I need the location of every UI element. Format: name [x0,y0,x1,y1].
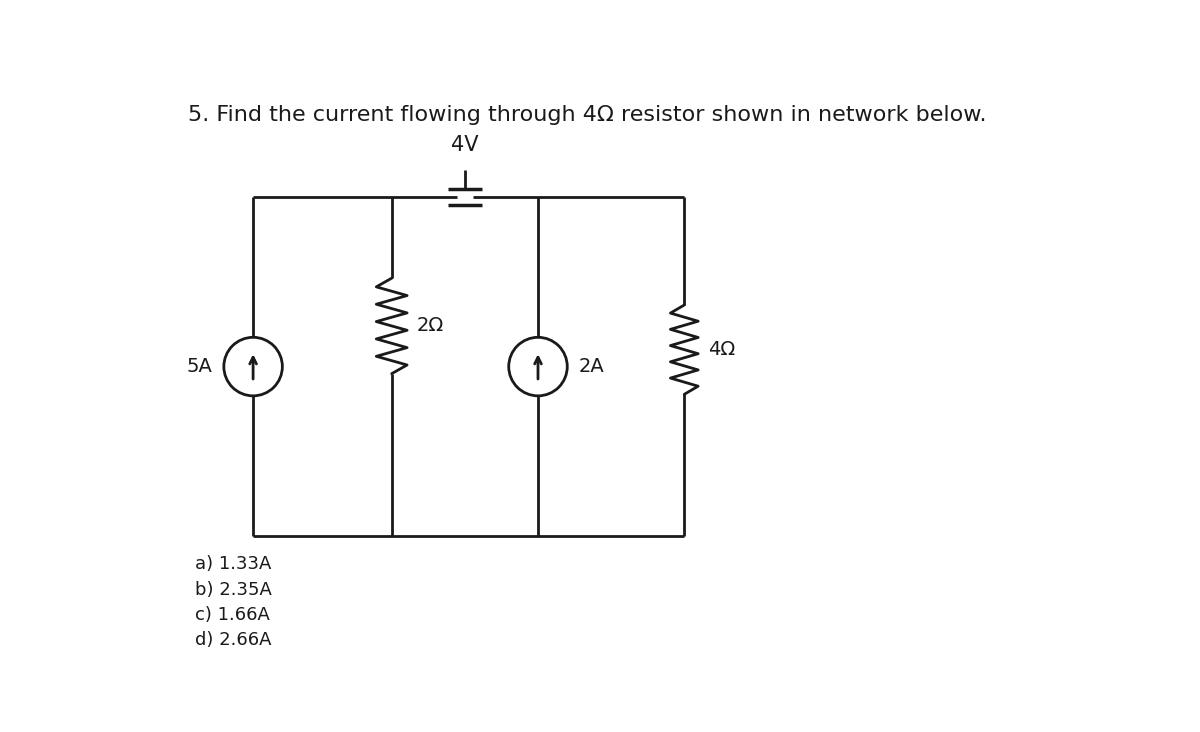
Text: 2A: 2A [578,357,605,376]
Text: 4Ω: 4Ω [708,340,736,359]
Text: 2Ω: 2Ω [418,316,444,335]
Text: a) 1.33A: a) 1.33A [196,556,271,573]
Text: b) 2.35A: b) 2.35A [196,580,272,599]
Text: 4V: 4V [451,135,479,155]
Text: 5A: 5A [186,357,212,376]
Text: 5. Find the current flowing through 4Ω resistor shown in network below.: 5. Find the current flowing through 4Ω r… [188,105,986,124]
Text: c) 1.66A: c) 1.66A [196,606,270,624]
Text: d) 2.66A: d) 2.66A [196,632,272,649]
